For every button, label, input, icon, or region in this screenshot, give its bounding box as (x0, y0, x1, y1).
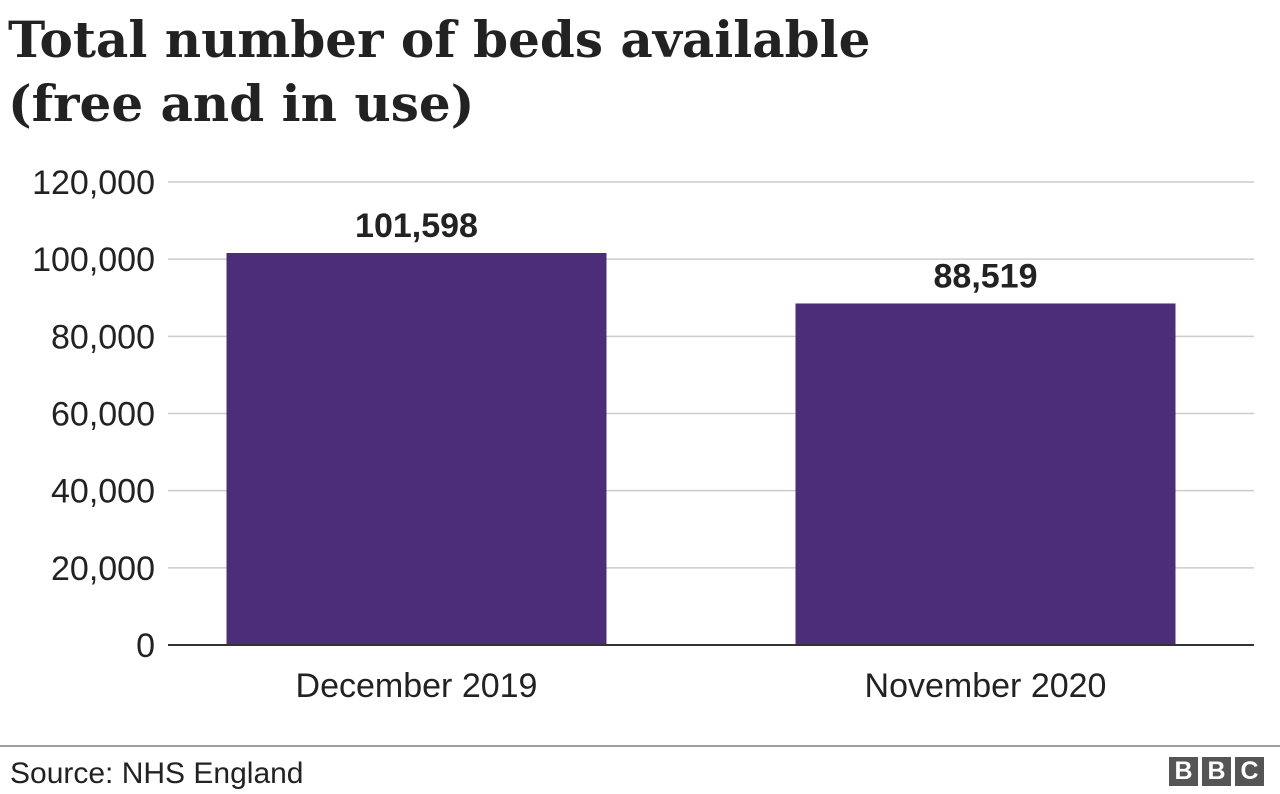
bar (226, 253, 607, 646)
y-tick-label: 120,000 (32, 164, 155, 202)
chart-title-line-2: (free and in use) (8, 74, 475, 133)
y-tick-label: 0 (136, 627, 155, 665)
bar-chart: 0 20,000 40,000 60,000 80,000 100,000 120,000 1… (32, 164, 1254, 705)
y-tick-label: 20,000 (51, 550, 155, 588)
chart-title: Total number of beds available (free and… (8, 8, 1108, 136)
y-tick-label: 60,000 (51, 396, 155, 434)
chart-title-line-1: Total number of beds available (8, 10, 871, 69)
y-tick-label: 80,000 (51, 318, 155, 356)
y-tick-label: 100,000 (32, 241, 155, 279)
data-label: 101,598 (355, 207, 478, 245)
bbc-logo-letter: C (1235, 757, 1264, 786)
footer-divider (0, 745, 1280, 747)
x-tick-label: November 2020 (865, 667, 1107, 705)
bbc-logo-letter: B (1169, 757, 1198, 786)
bar (795, 303, 1176, 645)
y-tick-label: 40,000 (51, 473, 155, 511)
x-tick-label: December 2019 (296, 667, 538, 705)
source-note: Source: NHS England (10, 757, 304, 790)
bbc-logo-letter: B (1202, 757, 1231, 786)
data-label: 88,519 (934, 257, 1038, 295)
